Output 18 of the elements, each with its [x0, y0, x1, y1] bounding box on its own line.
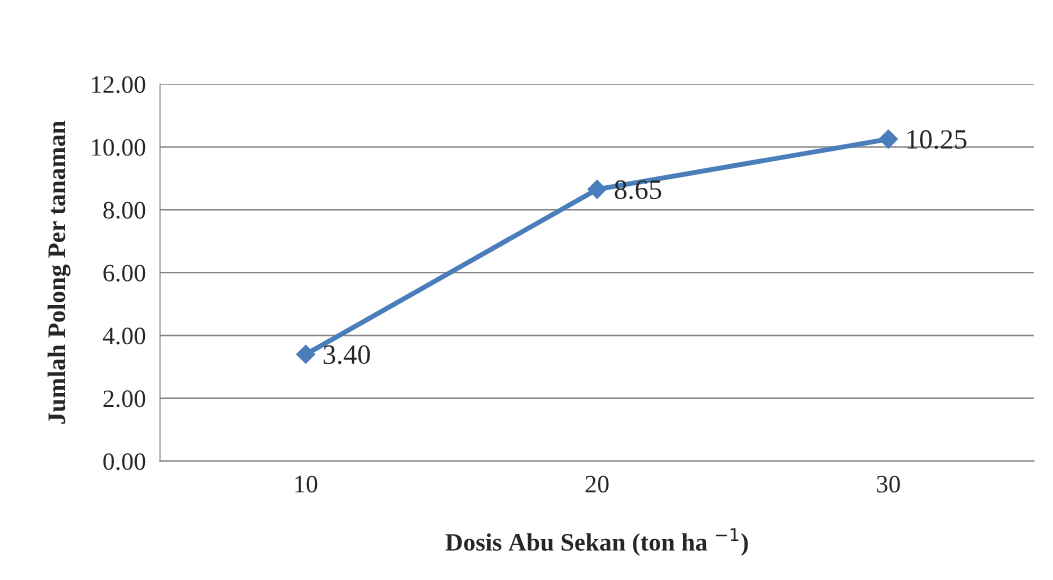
- y-tick-label: 6.00: [103, 264, 146, 282]
- x-tick-label: 10: [295, 475, 318, 493]
- data-label: 8.65: [614, 180, 662, 200]
- y-tick-label: 12.00: [92, 76, 146, 94]
- point: [296, 344, 316, 364]
- point: [878, 129, 898, 149]
- y-tick-label: 0.00: [103, 453, 146, 471]
- y-tick-label: 10.00: [92, 138, 146, 156]
- data-label: 3.40: [323, 345, 370, 365]
- x-tick-label: 20: [585, 475, 609, 493]
- y-tick-label: 4.00: [102, 327, 146, 345]
- data-label: 10.25: [907, 130, 967, 149]
- point: [587, 179, 607, 199]
- y-tick-label: 2.00: [103, 390, 146, 408]
- x-axis-title: Dosis Abu Sekan (ton ha $^{−1}$): [445, 528, 748, 556]
- y-axis-title: Jumlah Polong Per tanaman: [47, 120, 71, 424]
- x-tick-label: 30: [877, 475, 900, 493]
- y-tick-label: 8.00: [103, 201, 146, 219]
